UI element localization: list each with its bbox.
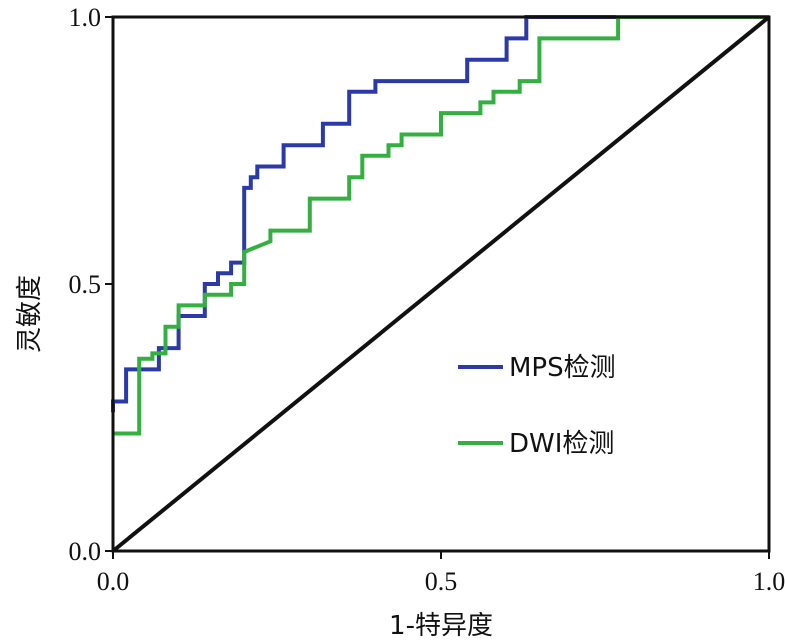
series-line-mps bbox=[111, 15, 769, 413]
axis-ticks: 0.0 0.5 1.0 0.0 0.5 1.0 bbox=[69, 3, 785, 596]
legend-label: DWI检测 bbox=[509, 429, 614, 459]
y-axis-title: 灵敏度 bbox=[15, 275, 45, 353]
y-tick-label: 0.5 bbox=[69, 270, 102, 299]
x-tick-label: 1.0 bbox=[753, 567, 785, 596]
x-axis-title: 1-特异度 bbox=[389, 611, 493, 641]
y-tick-label: 0.0 bbox=[69, 537, 102, 566]
reference-diagonal-line bbox=[111, 15, 771, 553]
legend: MPS检测 DWI检测 bbox=[458, 353, 616, 459]
x-tick-label: 0.5 bbox=[425, 567, 458, 596]
x-tick-label: 0.0 bbox=[97, 567, 130, 596]
legend-label: MPS检测 bbox=[509, 353, 616, 383]
plot-series bbox=[111, 15, 771, 553]
y-tick-label: 1.0 bbox=[69, 3, 102, 32]
series-line-dwi bbox=[113, 15, 769, 436]
